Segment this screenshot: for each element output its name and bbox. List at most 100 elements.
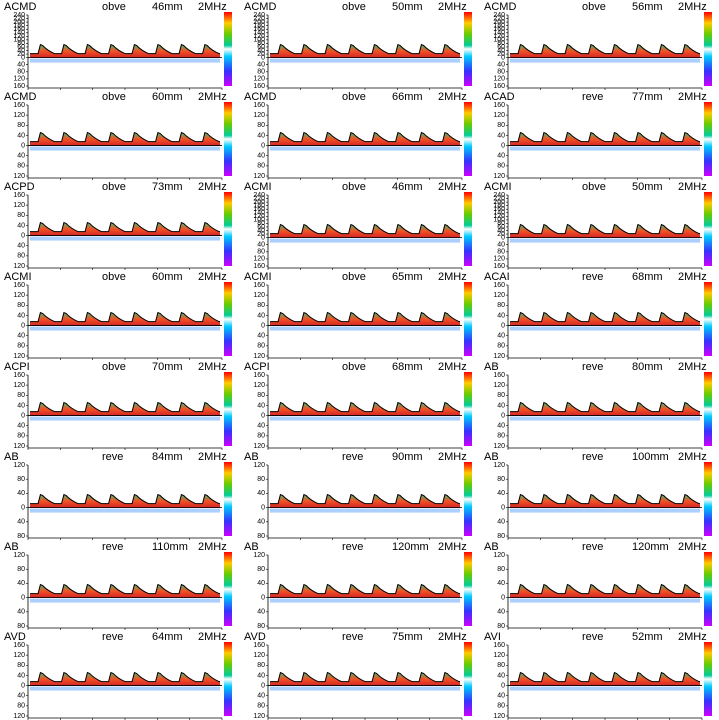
panel: AVD reve 64mm 2MHz 160 120 80 40 0 40 80 120 xyxy=(4,631,232,720)
vessel: AVD xyxy=(4,631,26,643)
y-tick-label: 0 xyxy=(21,594,25,601)
y-tick-label: 40 xyxy=(497,242,505,249)
y-tick-label: 60 xyxy=(257,224,265,231)
frequency: 2MHz xyxy=(198,91,227,103)
envelope xyxy=(270,671,460,683)
y-tick-label: 40 xyxy=(17,490,25,497)
direction: obve xyxy=(102,1,126,13)
panel: AB reve 110mm 2MHz 120 80 40 0 40 80 xyxy=(4,541,232,630)
y-tick-label: 120 xyxy=(253,112,265,119)
y-tick-label: 160 xyxy=(253,642,265,649)
y-tick-label: 40 xyxy=(257,672,265,679)
y-tick-label: 160 xyxy=(253,102,265,109)
frequency: 2MHz xyxy=(438,541,467,553)
depth: 75mm xyxy=(392,631,423,643)
y-tick-label: 80 xyxy=(257,703,265,710)
panel: ACAD reve 77mm 2MHz 160 120 80 40 0 40 80 120 xyxy=(484,91,712,180)
y-tick-label: 120 xyxy=(13,202,25,209)
y-tick-label: 0 xyxy=(261,412,265,419)
y-tick-label: 0 xyxy=(261,234,265,241)
reverse-flow xyxy=(510,146,700,151)
reverse-flow xyxy=(510,686,700,691)
y-tick-label: 220 xyxy=(493,15,505,22)
y-tick-label: 40 xyxy=(497,333,505,340)
y-tick-label: 120 xyxy=(253,173,265,180)
y-tick-label: 0 xyxy=(501,412,505,419)
y-tick-label: 40 xyxy=(257,132,265,139)
y-tick-label: 140 xyxy=(493,30,505,37)
y-tick-label: 0 xyxy=(21,142,25,149)
y-tick-label: 80 xyxy=(17,212,25,219)
vessel: AB xyxy=(4,451,19,463)
y-tick-label: 0 xyxy=(21,504,25,511)
depth: 56mm xyxy=(632,1,663,13)
vessel: AB xyxy=(244,541,259,553)
depth: 46mm xyxy=(392,181,423,193)
reverse-flow xyxy=(30,236,220,241)
y-tick-label: 120 xyxy=(493,713,505,720)
panel: ACMD obve 60mm 2MHz 160 120 80 40 0 40 80 120 xyxy=(4,91,232,180)
y-tick-label: 160 xyxy=(13,102,25,109)
reverse-flow xyxy=(30,508,220,513)
y-tick-label: 0 xyxy=(261,504,265,511)
direction: reve xyxy=(582,271,603,283)
frequency: 2MHz xyxy=(198,271,227,283)
y-tick-label: 80 xyxy=(497,703,505,710)
y-tick-label: 0 xyxy=(21,54,25,61)
y-tick-label: 80 xyxy=(497,122,505,129)
depth: 66mm xyxy=(392,91,423,103)
y-tick-label: 120 xyxy=(13,713,25,720)
depth: 90mm xyxy=(392,451,423,463)
y-tick-label: 80 xyxy=(497,533,505,540)
y-tick-label: 80 xyxy=(257,392,265,399)
depth: 50mm xyxy=(632,181,663,193)
y-tick-label: 0 xyxy=(501,682,505,689)
color-bar xyxy=(224,282,232,356)
envelope xyxy=(30,311,220,323)
envelope xyxy=(510,401,700,413)
y-tick-label: 80 xyxy=(257,220,265,227)
y-tick-label: 120 xyxy=(253,382,265,389)
direction: obve xyxy=(102,181,126,193)
panel: ACMI obve 65mm 2MHz 160 120 80 40 0 40 80 120 xyxy=(244,271,472,360)
color-bar xyxy=(224,462,232,536)
panel: AVI reve 52mm 2MHz 160 120 80 40 0 40 80 120 xyxy=(484,631,712,720)
y-tick-label: 40 xyxy=(257,312,265,319)
y-tick-label: 160 xyxy=(13,192,25,199)
y-tick-label: 40 xyxy=(17,609,25,616)
y-tick-label: 140 xyxy=(493,210,505,217)
y-tick-label: 100 xyxy=(493,217,505,224)
y-tick-label: 0 xyxy=(21,322,25,329)
y-tick-label: 80 xyxy=(17,533,25,540)
vessel: ACPI xyxy=(244,361,270,373)
y-tick-label: 40 xyxy=(257,153,265,160)
y-tick-label: 40 xyxy=(497,609,505,616)
color-bar xyxy=(224,192,232,266)
depth: 68mm xyxy=(392,361,423,373)
frequency: 2MHz xyxy=(678,631,707,643)
frequency: 2MHz xyxy=(198,361,227,373)
vessel: ACAD xyxy=(484,91,515,103)
y-tick-label: 40 xyxy=(17,312,25,319)
y-tick-label: 40 xyxy=(17,47,25,54)
envelope xyxy=(510,493,700,505)
y-tick-label: 160 xyxy=(493,83,505,90)
y-tick-label: 120 xyxy=(253,462,265,469)
color-bar xyxy=(464,372,472,446)
y-tick-label: 100 xyxy=(253,217,265,224)
y-tick-label: 0 xyxy=(261,594,265,601)
envelope-fill xyxy=(510,584,700,598)
y-tick-label: 40 xyxy=(257,490,265,497)
y-tick-label: 80 xyxy=(257,433,265,440)
envelope xyxy=(270,43,460,55)
direction: reve xyxy=(102,451,123,463)
y-tick-label: 120 xyxy=(253,213,265,220)
y-tick-label: 220 xyxy=(253,195,265,202)
y-tick-label: 40 xyxy=(17,132,25,139)
vessel: AB xyxy=(484,361,499,373)
depth: 120mm xyxy=(632,541,669,553)
y-tick-label: 160 xyxy=(253,372,265,379)
vessel: ACMD xyxy=(244,1,276,13)
y-tick-label: 160 xyxy=(13,642,25,649)
y-tick-label: 80 xyxy=(497,623,505,630)
